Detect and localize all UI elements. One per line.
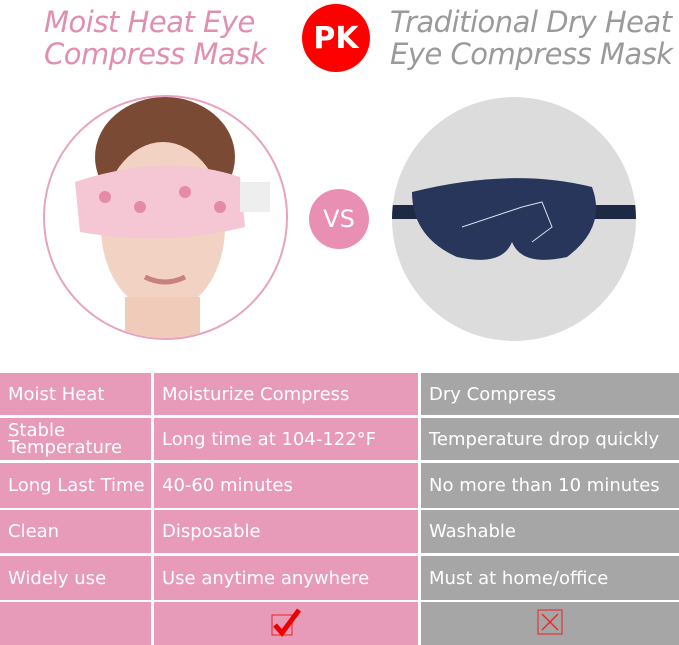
table-row: Stable Temperature Long time at 104-122°F… xyxy=(0,418,679,460)
dry-heat-cell: Dry Compress xyxy=(421,373,679,415)
vs-badge: VS xyxy=(309,189,369,249)
moist-heat-cell xyxy=(154,602,418,645)
moist-heat-cell: Long time at 104-122°F xyxy=(154,418,418,460)
moist-heat-cell: 40-60 minutes xyxy=(154,463,418,508)
moist-heat-cell: Disposable xyxy=(154,510,418,553)
title-line: Traditional Dry Heat xyxy=(390,5,672,39)
table-row: Long Last Time 40-60 minutes No more than … xyxy=(0,463,679,508)
feature-cell: Stable Temperature xyxy=(0,418,151,460)
feature-cell: Long Last Time xyxy=(0,463,151,508)
feature-cell: Clean xyxy=(0,510,151,553)
pk-badge: PK xyxy=(302,4,370,72)
silk-eye-mask-image xyxy=(392,97,636,341)
table-row xyxy=(0,602,679,645)
woman-wearing-mask-image xyxy=(43,95,288,340)
table-row: Moist Heat Moisturize Compress Dry Compres… xyxy=(0,373,679,415)
dry-heat-cell: No more than 10 minutes xyxy=(421,463,679,508)
feature-cell xyxy=(0,602,151,645)
feature-cell: Widely use xyxy=(0,556,151,600)
moist-heat-cell: Moisturize Compress xyxy=(154,373,418,415)
feature-cell: Moist Heat xyxy=(0,373,151,415)
title-line: Moist Heat Eye xyxy=(44,5,255,39)
moist-heat-title: Moist Heat Eye Compress Mask xyxy=(44,5,267,71)
title-line: Eye Compress Mask xyxy=(390,37,673,71)
dry-heat-cell xyxy=(421,602,679,645)
checkmark-icon xyxy=(270,607,302,640)
dry-heat-title: Traditional Dry Heat Eye Compress Mask xyxy=(390,6,673,70)
dry-heat-cell: Temperature drop quickly xyxy=(421,418,679,460)
title-line: Compress Mask xyxy=(44,37,267,71)
table-row: Widely use Use anytime anywhere Must at ho… xyxy=(0,556,679,600)
dry-heat-cell: Washable xyxy=(421,510,679,553)
moist-heat-cell: Use anytime anywhere xyxy=(154,556,418,600)
cross-icon xyxy=(537,609,563,638)
table-row: Clean Disposable Washable xyxy=(0,510,679,553)
dry-heat-cell: Must at home/office xyxy=(421,556,679,600)
